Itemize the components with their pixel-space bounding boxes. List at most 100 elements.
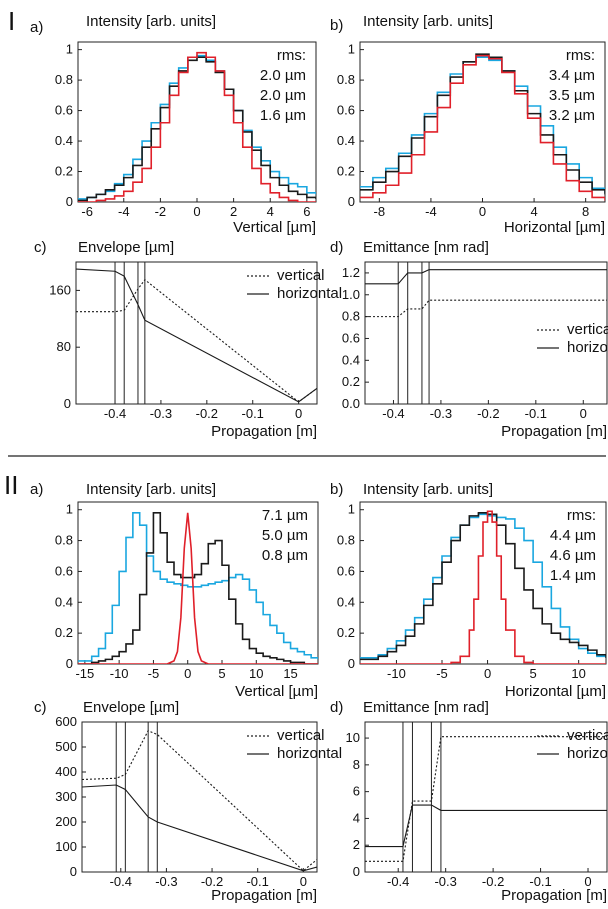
legend-entry: 3.4 µm — [549, 67, 595, 84]
y-tick-label: 160 — [49, 282, 71, 297]
x-tick-label: -0.4 — [110, 874, 132, 889]
plot-area — [78, 51, 316, 202]
plot-area — [365, 262, 607, 404]
legend-entry: 3.5 µm — [549, 87, 595, 104]
series-line-1-4-m — [360, 510, 606, 664]
y-tick-label: 0.4 — [337, 594, 355, 609]
series-line-3-2-m — [360, 54, 605, 201]
series-line-horizontal — [365, 269, 607, 285]
y-tick-label: 0 — [348, 656, 355, 671]
y-tick-label: 80 — [57, 339, 71, 354]
x-axis-label: Propagation [m] — [211, 423, 317, 440]
x-tick-label: -6 — [81, 204, 93, 219]
x-tick-label: 5 — [218, 666, 225, 681]
panel-title: Intensity [arb. units] — [363, 13, 493, 30]
panel-title: Emittance [nm rad] — [363, 239, 489, 256]
legend-entry: vertical — [277, 727, 325, 744]
x-tick-label: -4 — [118, 204, 130, 219]
x-tick-label: 2 — [230, 204, 237, 219]
x-tick-label: -0.2 — [482, 874, 504, 889]
series-line-vertical — [365, 736, 607, 862]
legend-title: rms: — [277, 47, 306, 64]
panel-ic: c) Envelope [µm] -0.4 -0.3 -0.2 -0.1 0 0 80 160 Pr… — [34, 239, 342, 440]
legend-entry: 4.6 µm — [550, 547, 596, 564]
panel-iid: d) Emittance [nm rad] -0.4 -0.3 -0.2 -0.1 0 0 2 4… — [330, 699, 608, 904]
y-tick-label: 1 — [66, 502, 73, 517]
legend-entry: 4.4 µm — [550, 527, 596, 544]
x-tick-label: -0.2 — [201, 874, 223, 889]
x-tick-label: 10 — [249, 666, 263, 681]
x-axis-label: Propagation [m] — [211, 887, 317, 904]
panel-letter: b) — [330, 481, 343, 498]
y-tick-label: 0.8 — [337, 533, 355, 548]
x-axis-label: Propagation [m] — [501, 887, 607, 904]
legend-title: rms: — [567, 507, 596, 524]
panel-iia: a) Intensity [arb. units] -15 -10 -5 0 5 10 15 0 0… — [30, 481, 319, 700]
legend-entry: vertical — [567, 727, 608, 744]
legend-entry: 0.8 µm — [262, 547, 308, 564]
y-tick-label: 200 — [55, 814, 77, 829]
panel-id: d) Emittance [nm rad] -0.4 -0.3 -0.2 -0.1 0 0.0… — [330, 239, 608, 440]
y-tick-label: 4 — [353, 810, 360, 825]
y-tick-label: 0.8 — [342, 309, 360, 324]
axes-frame — [75, 261, 318, 405]
y-tick-label: 0.4 — [55, 133, 73, 148]
y-tick-label: 0 — [70, 864, 77, 879]
series-line-1-6-m — [78, 51, 316, 202]
y-tick-label: 0 — [66, 656, 73, 671]
x-tick-label: -8 — [374, 204, 386, 219]
series-line-5-0-m — [78, 511, 318, 664]
x-tick-label: 6 — [303, 204, 310, 219]
x-axis-label: Horizontal [µm] — [505, 683, 606, 700]
legend-entry: 5.0 µm — [262, 527, 308, 544]
y-tick-label: 0 — [64, 396, 71, 411]
legend-entry: 3.2 µm — [549, 107, 595, 124]
x-tick-label: 0 — [295, 406, 302, 421]
legend-entry: 2.0 µm — [260, 87, 306, 104]
x-tick-label: -0.3 — [150, 406, 172, 421]
x-tick-label: 4 — [530, 204, 537, 219]
x-axis-label: Vertical [µm] — [235, 683, 318, 700]
panel-iib: b) Intensity [arb. units] -10 -5 0 5 10 0 0.2 0.4… — [330, 481, 607, 700]
x-tick-label: -0.1 — [529, 874, 551, 889]
plot-area — [360, 53, 605, 201]
y-tick-label: 0.8 — [55, 533, 73, 548]
x-tick-label: 0 — [184, 666, 191, 681]
y-tick-label: 0.2 — [337, 625, 355, 640]
y-tick-label: 0.6 — [337, 103, 355, 118]
legend-entry: 1.4 µm — [550, 567, 596, 584]
panel-title: Emittance [nm rad] — [363, 699, 489, 716]
legend-entry: 2.0 µm — [260, 67, 306, 84]
y-tick-label: 0.2 — [55, 164, 73, 179]
x-tick-label: -0.4 — [104, 406, 126, 421]
x-tick-label: -0.3 — [434, 874, 456, 889]
x-tick-label: -0.1 — [246, 874, 268, 889]
plot-area — [365, 722, 607, 872]
x-tick-label: -10 — [387, 666, 406, 681]
x-tick-label: 10 — [571, 666, 585, 681]
x-tick-label: 0 — [584, 874, 591, 889]
y-tick-label: 0.6 — [342, 330, 360, 345]
legend-entry: horizontal — [277, 745, 342, 762]
legend-entry: 7.1 µm — [262, 507, 308, 524]
y-tick-label: 0.8 — [55, 72, 73, 87]
x-tick-label: -0.2 — [477, 406, 499, 421]
series-line-horizontal — [365, 804, 607, 848]
panel-letter: c) — [34, 239, 47, 256]
x-tick-label: -2 — [155, 204, 167, 219]
x-tick-label: 8 — [582, 204, 589, 219]
x-tick-label: 0 — [580, 406, 587, 421]
y-tick-label: 0.4 — [337, 133, 355, 148]
series-line-horizontal — [82, 784, 317, 872]
y-tick-label: 100 — [55, 839, 77, 854]
y-tick-label: 0.2 — [342, 374, 360, 389]
y-tick-label: 0.6 — [55, 103, 73, 118]
y-tick-label: 0 — [348, 194, 355, 209]
legend-entry: vertical — [567, 321, 608, 338]
legend-entry: horizontal — [567, 745, 608, 762]
x-tick-label: -0.4 — [382, 406, 404, 421]
panel-ib: b) Intensity [arb. units] -8 -4 0 4 8 0 0.2 0.4 0.… — [330, 13, 606, 236]
plot-area — [78, 511, 318, 664]
y-tick-label: 1 — [66, 42, 73, 57]
x-tick-label: -0.1 — [242, 406, 264, 421]
